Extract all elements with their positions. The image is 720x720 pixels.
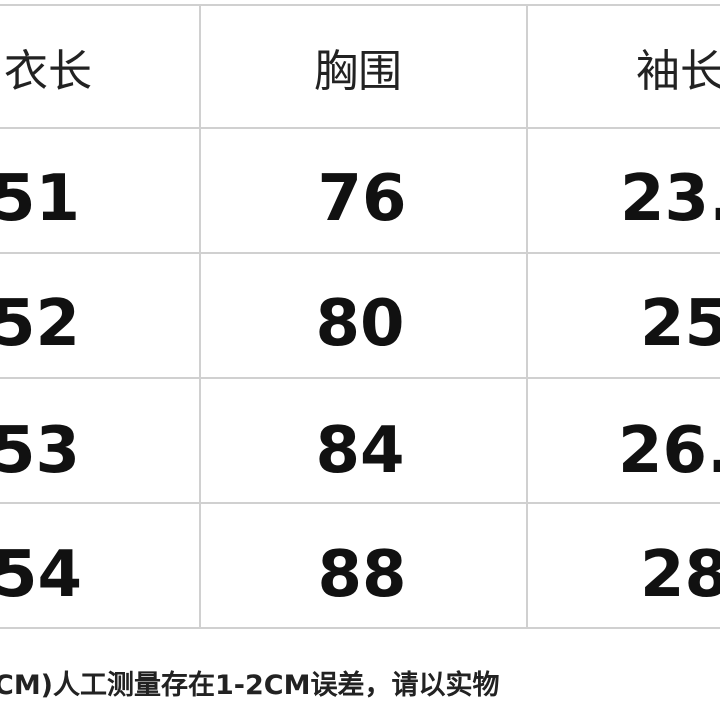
cell: 51 — [0, 162, 80, 236]
cell: 52 — [0, 287, 80, 361]
cell: 53 — [0, 414, 80, 488]
cell: 28 — [640, 538, 720, 612]
cell: 80 — [315, 287, 404, 361]
table-grid — [0, 4, 720, 629]
cell: 25 — [640, 287, 720, 361]
header-cell: 衣长 — [4, 46, 92, 97]
cell: 76 — [317, 162, 406, 236]
cell: 88 — [317, 538, 406, 612]
footnote: CM)人工测量存在1-2CM误差，请以实物 — [0, 669, 500, 701]
cell: 23. — [620, 162, 720, 236]
header-cell: 胸围 — [314, 46, 402, 97]
header-cell: 袖长 — [636, 46, 720, 97]
cell: 26. — [618, 414, 720, 488]
cell: 84 — [315, 414, 404, 488]
cell: 54 — [0, 538, 82, 612]
